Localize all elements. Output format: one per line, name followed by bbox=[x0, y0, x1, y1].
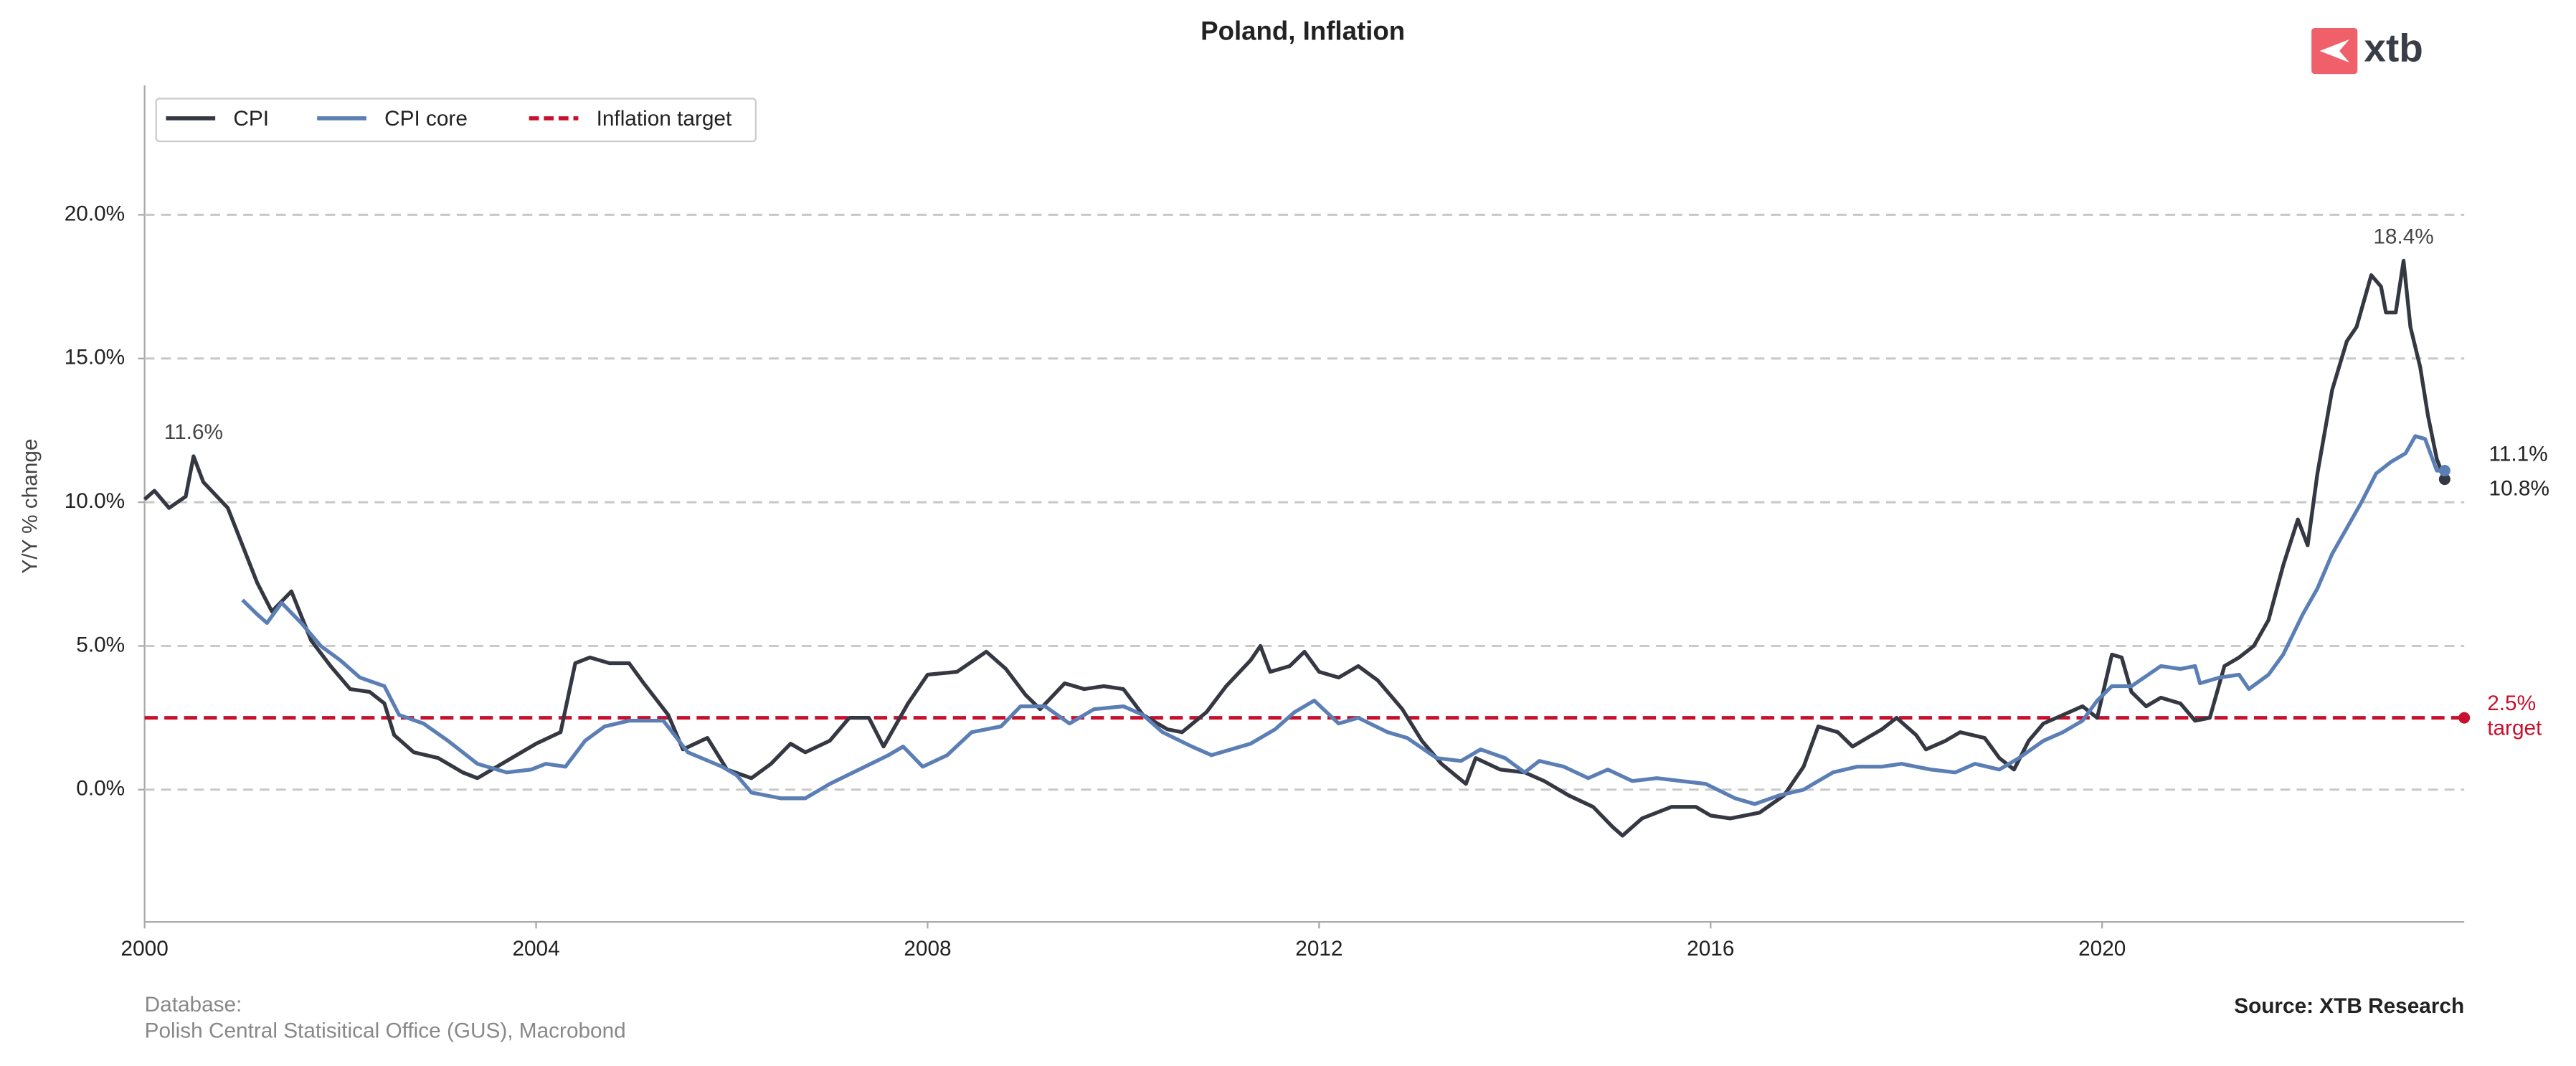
legend-label: CPI bbox=[233, 107, 269, 131]
footer-heading: Database: bbox=[145, 993, 242, 1017]
x-tick-label: 2016 bbox=[1687, 937, 1734, 961]
y-tick-label: 0.0% bbox=[76, 777, 125, 801]
footer-source: Polish Central Statisitical Office (GUS)… bbox=[145, 1019, 626, 1042]
y-tick-label: 20.0% bbox=[65, 202, 125, 225]
y-tick-label: 10.0% bbox=[65, 489, 125, 513]
series-line bbox=[143, 258, 2447, 838]
logo: xtb bbox=[2311, 26, 2423, 75]
end-dot bbox=[2438, 465, 2450, 477]
x-tick-label: 2012 bbox=[1295, 937, 1343, 961]
x-tick-label: 2004 bbox=[512, 937, 559, 961]
target-dot bbox=[2458, 712, 2471, 724]
credit: Source: XTB Research bbox=[2234, 994, 2464, 1018]
y-axis-label: Y/Y % change bbox=[18, 438, 42, 573]
x-tick-label: 2020 bbox=[2078, 937, 2126, 961]
end-label: 11.1% bbox=[2489, 442, 2548, 466]
annotation: 11.6% bbox=[164, 420, 223, 444]
target-value-label: 2.5% bbox=[2487, 692, 2536, 715]
x-tick-label: 2000 bbox=[121, 937, 169, 961]
logo-text: xtb bbox=[2364, 26, 2423, 70]
legend-label: Inflation target bbox=[597, 107, 732, 131]
legend-label: CPI core bbox=[384, 107, 468, 131]
series-line bbox=[241, 434, 2445, 806]
x-tick-label: 2008 bbox=[904, 937, 951, 961]
y-tick-label: 15.0% bbox=[65, 346, 125, 369]
target-label: target bbox=[2487, 717, 2542, 740]
annotation: 18.4% bbox=[2373, 225, 2433, 248]
logo-icon bbox=[2319, 39, 2349, 63]
legend bbox=[155, 98, 757, 143]
chart-title: Poland, Inflation bbox=[1201, 16, 1405, 46]
y-tick-label: 5.0% bbox=[76, 633, 125, 656]
end-label: 10.8% bbox=[2489, 476, 2549, 500]
end-dot bbox=[2438, 473, 2450, 486]
